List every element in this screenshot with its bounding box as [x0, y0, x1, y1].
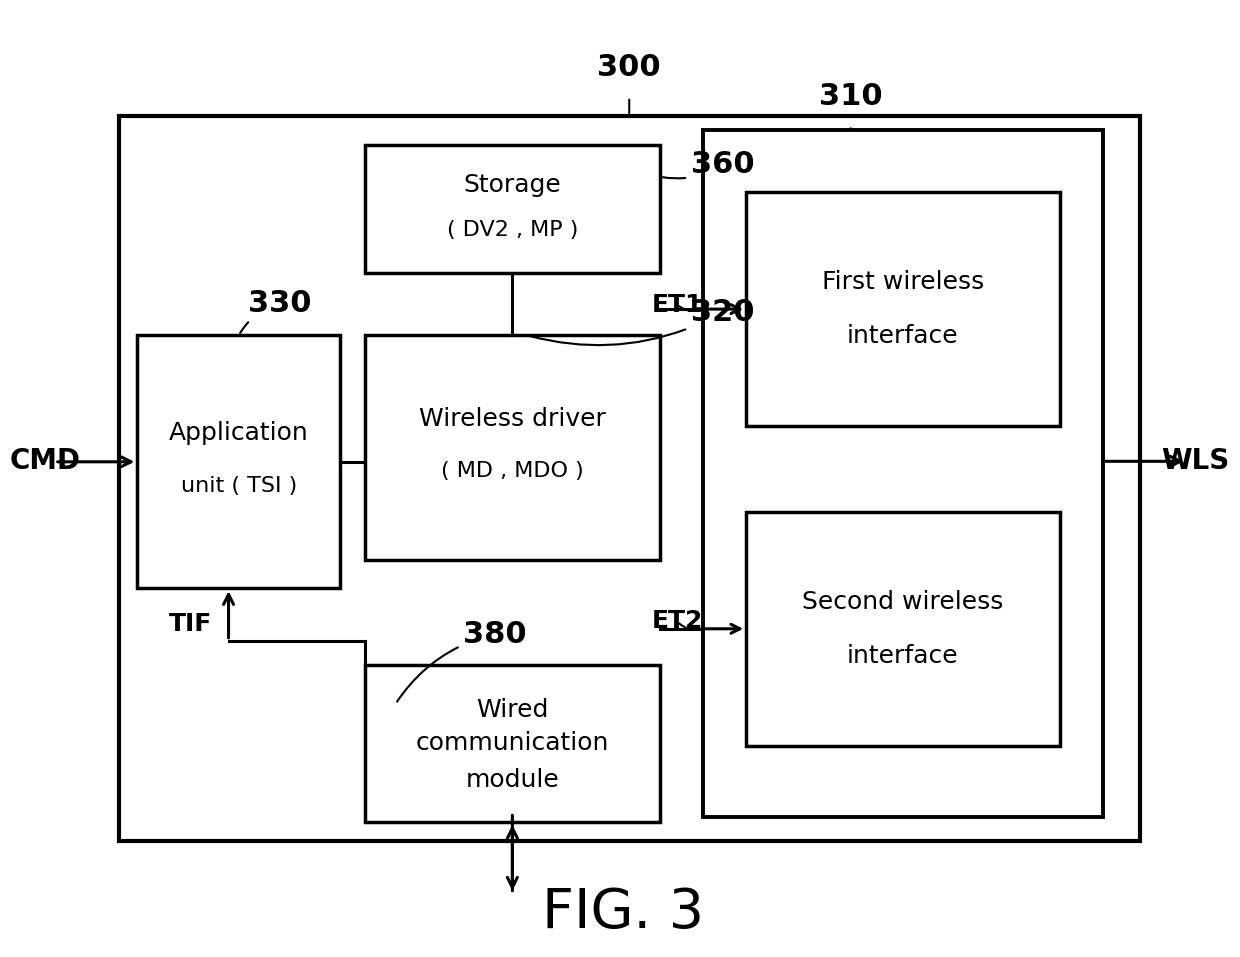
Text: communication: communication	[415, 731, 609, 755]
Bar	[746, 192, 1060, 426]
Bar	[746, 512, 1060, 746]
Text: Wired: Wired	[476, 698, 548, 722]
Text: Second wireless: Second wireless	[802, 590, 1003, 614]
Text: 310: 310	[818, 82, 883, 111]
Text: CMD: CMD	[10, 447, 81, 476]
Text: 360: 360	[662, 150, 754, 179]
Text: 320: 320	[529, 298, 754, 345]
Text: WLS: WLS	[1161, 447, 1229, 476]
Text: ET1: ET1	[651, 293, 703, 317]
Bar	[365, 335, 660, 560]
Text: ET2: ET2	[651, 610, 703, 634]
Text: Wireless driver: Wireless driver	[419, 407, 606, 431]
Bar	[703, 130, 1102, 817]
Text: module: module	[465, 768, 559, 791]
Text: Storage: Storage	[464, 173, 562, 197]
Text: ( DV2 , MP ): ( DV2 , MP )	[446, 220, 578, 240]
Text: ( MD , MDO ): ( MD , MDO )	[441, 461, 584, 481]
Text: Application: Application	[169, 421, 309, 445]
Text: interface: interface	[847, 643, 959, 668]
Bar	[138, 335, 340, 589]
Bar	[365, 145, 660, 274]
Text: First wireless: First wireless	[822, 271, 985, 295]
Text: TIF: TIF	[169, 612, 212, 635]
Bar	[365, 664, 660, 822]
Text: FIG. 3: FIG. 3	[542, 885, 704, 940]
Bar	[119, 116, 1140, 841]
Text: unit ( TSI ): unit ( TSI )	[181, 476, 296, 496]
Text: interface: interface	[847, 323, 959, 347]
Text: 330: 330	[241, 288, 311, 333]
Text: 380: 380	[397, 619, 527, 701]
Text: 300: 300	[598, 54, 661, 82]
